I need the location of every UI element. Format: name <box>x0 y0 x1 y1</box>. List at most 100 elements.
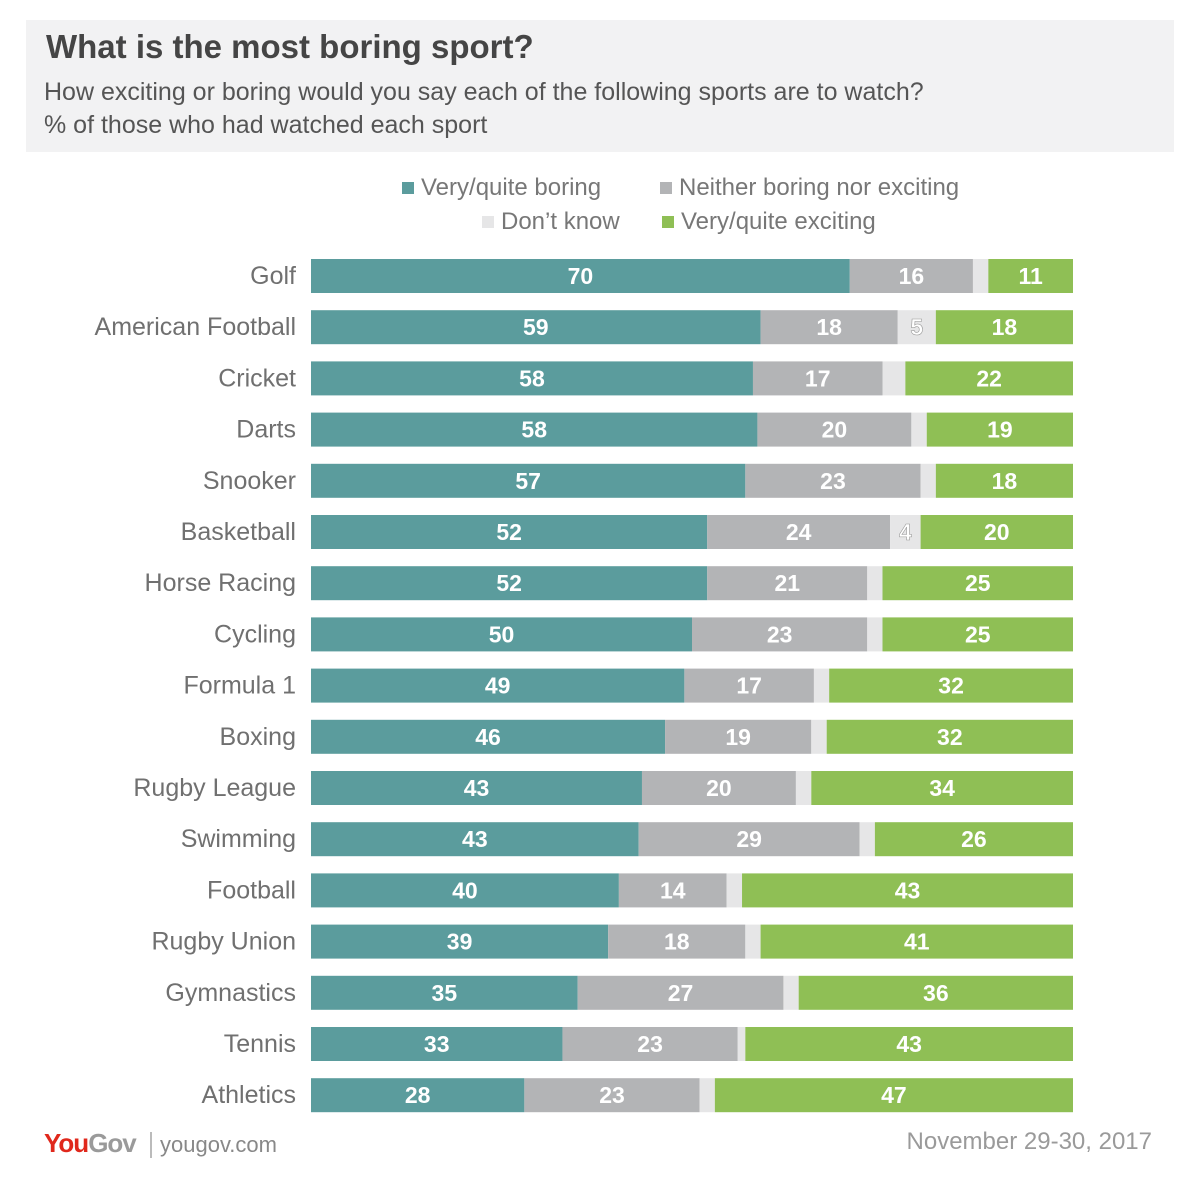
bar-dont_know-american-football <box>897 310 936 345</box>
bar-exciting-snooker <box>935 463 1073 498</box>
bar-exciting-basketball <box>920 515 1073 549</box>
chart-subtitle: How exciting or boring would you say eac… <box>44 76 1164 142</box>
bar-neither-swimming <box>638 822 860 857</box>
value-label-neither-swimming: 29 <box>736 826 762 852</box>
value-label-exciting-rugby-league: 34 <box>929 775 955 801</box>
legend-swatch-exciting <box>662 216 674 228</box>
bar-boring-gymnastics <box>311 975 578 1010</box>
bar-boring-cycling <box>311 617 692 652</box>
bar-dont_know-rugby-league <box>795 771 812 805</box>
value-label-boring-basketball: 52 <box>496 519 522 545</box>
bar-boring-darts <box>311 412 758 447</box>
category-label-swimming: Swimming <box>181 825 296 853</box>
legend-item-neither: Neither boring nor exciting <box>660 174 959 202</box>
value-label-exciting-football: 43 <box>895 877 921 903</box>
value-label-exciting-cycling: 25 <box>965 621 991 647</box>
value-label-exciting-gymnastics: 36 <box>923 980 949 1006</box>
bar-boring-american-football <box>311 310 761 345</box>
bar-dont_know-horse-racing <box>867 566 883 601</box>
bar-dont_know-swimming <box>859 822 875 857</box>
value-label-boring-boxing: 46 <box>475 724 501 750</box>
value-label-boring-football: 40 <box>452 877 478 903</box>
bar-boring-rugby-league <box>311 771 642 805</box>
bar-dont_know-football <box>726 873 743 908</box>
value-label-boring-cricket: 58 <box>519 365 545 391</box>
bar-boring-basketball <box>311 515 708 549</box>
bar-exciting-swimming <box>874 822 1073 857</box>
bar-boring-football <box>311 873 619 908</box>
bar-dont_know-tennis <box>737 1027 746 1061</box>
legend-label-dont-know: Don’t know <box>501 208 620 235</box>
chart-subtitle-question: How exciting or boring would you say eac… <box>44 78 924 106</box>
bar-dont_know-cricket <box>882 361 906 396</box>
value-label-exciting-tennis: 43 <box>896 1031 922 1057</box>
category-label-darts: Darts <box>236 416 296 444</box>
category-label-gymnastics: Gymnastics <box>165 979 296 1007</box>
bar-boring-boxing <box>311 719 666 754</box>
legend-label-boring: Very/quite boring <box>421 174 602 201</box>
category-label-rugby-league: Rugby League <box>133 774 296 802</box>
category-label-american-football: American Football <box>95 313 296 341</box>
category-label-basketball: Basketball <box>181 518 296 546</box>
value-label-exciting-rugby-union: 41 <box>904 929 930 955</box>
value-label-exciting-cricket: 22 <box>976 365 1002 391</box>
bar-boring-swimming <box>311 822 639 857</box>
chart-subtitle-base: % of those who had watched each sport <box>44 111 488 139</box>
logo-gov-text: Gov <box>88 1128 137 1158</box>
bar-exciting-gymnastics <box>798 975 1073 1010</box>
bar-boring-horse-racing <box>311 566 708 601</box>
value-label-neither-rugby-league: 20 <box>706 775 732 801</box>
category-label-golf: Golf <box>250 262 296 290</box>
bar-exciting-rugby-union <box>760 924 1073 959</box>
value-label-exciting-athletics: 47 <box>881 1082 907 1108</box>
legend-item-exciting: Very/quite exciting <box>662 208 876 236</box>
category-label-cricket: Cricket <box>218 364 296 392</box>
value-label-neither-american-football: 18 <box>816 314 842 340</box>
bar-neither-formula-1 <box>684 668 814 703</box>
bar-neither-cricket <box>752 361 883 396</box>
bar-neither-horse-racing <box>707 566 868 601</box>
value-label-exciting-snooker: 18 <box>992 468 1018 494</box>
bar-boring-athletics <box>311 1078 525 1113</box>
bar-exciting-athletics <box>714 1078 1073 1113</box>
value-label-neither-gymnastics: 27 <box>668 980 694 1006</box>
bar-boring-formula-1 <box>311 668 685 703</box>
value-label-exciting-golf: 11 <box>1019 263 1044 289</box>
bar-neither-boxing <box>665 719 812 754</box>
bar-dont_know-boxing <box>811 719 827 754</box>
value-label-boring-swimming: 43 <box>462 826 488 852</box>
bar-exciting-rugby-league <box>811 771 1073 805</box>
category-label-athletics: Athletics <box>202 1081 296 1109</box>
bar-exciting-american-football <box>935 310 1073 345</box>
value-label-neither-darts: 20 <box>822 417 848 443</box>
category-label-boxing: Boxing <box>220 723 296 751</box>
bar-neither-football <box>618 873 727 908</box>
value-label-dont_know-american-football: 5 <box>910 314 923 340</box>
value-label-boring-gymnastics: 35 <box>432 980 458 1006</box>
bar-dont_know-snooker <box>920 463 936 498</box>
value-label-boring-rugby-league: 43 <box>464 775 490 801</box>
legend-label-exciting: Very/quite exciting <box>681 208 876 235</box>
bar-neither-american-football <box>760 310 898 345</box>
value-label-neither-formula-1: 17 <box>736 673 762 699</box>
bar-neither-basketball <box>707 515 891 549</box>
bar-neither-cycling <box>692 617 868 652</box>
value-label-boring-athletics: 28 <box>405 1082 431 1108</box>
value-label-boring-darts: 58 <box>521 417 547 443</box>
value-label-neither-football: 14 <box>660 877 686 903</box>
legend-item-dont-know: Don’t know <box>482 208 620 236</box>
value-label-neither-snooker: 23 <box>820 468 846 494</box>
value-label-exciting-boxing: 32 <box>937 724 963 750</box>
bar-neither-snooker <box>745 463 921 498</box>
bar-boring-tennis <box>311 1027 563 1061</box>
value-label-neither-athletics: 23 <box>599 1082 625 1108</box>
bar-neither-gymnastics <box>577 975 784 1010</box>
value-label-neither-basketball: 24 <box>786 519 812 545</box>
bar-exciting-football <box>742 873 1073 908</box>
value-label-boring-formula-1: 49 <box>485 673 511 699</box>
bar-boring-snooker <box>311 463 746 498</box>
value-label-neither-rugby-union: 18 <box>664 929 690 955</box>
bar-dont_know-cycling <box>867 617 883 652</box>
legend-swatch-neither <box>660 182 672 194</box>
bar-neither-rugby-league <box>641 771 796 805</box>
